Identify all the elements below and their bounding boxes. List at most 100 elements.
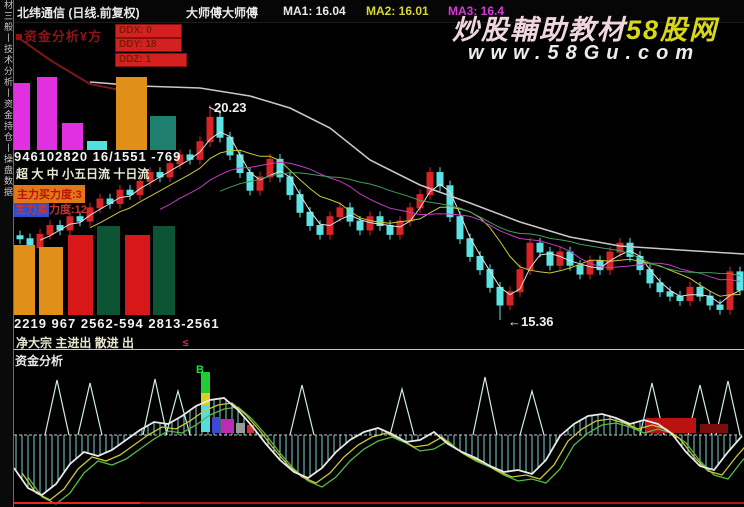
candle-body <box>216 116 224 138</box>
ddz-badge: DDZ: 1 <box>115 53 187 67</box>
candle-body <box>616 242 624 253</box>
signal-block <box>201 372 210 393</box>
candle-body <box>136 180 144 196</box>
fund-flow-values-row2: 2219 967 2562-594 2813-2561 <box>14 316 220 331</box>
candle-body <box>536 242 544 253</box>
sell-strength-highlight: 主力卖 <box>14 203 49 217</box>
indicator-name: 大师傅大师傅 <box>186 6 259 20</box>
ddy-badge: DDY: 18 <box>115 38 182 52</box>
fund-bar <box>125 235 150 315</box>
signal-triangle <box>715 380 741 436</box>
fund-bar <box>87 141 107 150</box>
candle-body <box>556 251 564 266</box>
fund-bar <box>39 247 63 315</box>
candle-body <box>76 216 84 222</box>
ma2-readout: MA2: 16.01 <box>366 4 429 18</box>
bottom-panel-title: 资金分析 <box>15 354 64 368</box>
fund-bar <box>10 245 35 315</box>
oscillator-green-line <box>27 406 744 505</box>
panel-title: ■资金分析¥方 <box>15 29 103 44</box>
signal-block <box>236 423 245 433</box>
fund-flow-labels-row2: 净大宗 主进出 散进 出 <box>16 336 135 350</box>
signal-triangle <box>389 386 415 436</box>
signal-block <box>221 419 234 433</box>
candle-body <box>176 154 184 165</box>
candle-body <box>666 291 674 297</box>
candle-body <box>626 242 634 257</box>
left-toolbar-labels: 材三般丨技术分析丨资金持仓丨操盘数据 <box>3 0 13 198</box>
candle-body <box>196 141 204 160</box>
candle-body <box>36 233 44 249</box>
candle-body <box>316 225 324 235</box>
signal-triangle <box>165 388 191 436</box>
signal-block <box>212 417 220 433</box>
ma-line-white <box>39 131 741 305</box>
fund-bar <box>11 83 30 150</box>
candlestick-chart <box>15 0 744 321</box>
fund-bar <box>62 123 83 150</box>
candle-body <box>286 176 294 196</box>
fund-bar <box>37 77 57 150</box>
candle-body <box>696 286 704 297</box>
candle-body <box>486 269 494 288</box>
candle-body <box>726 271 734 310</box>
candle-body <box>516 269 524 293</box>
candle-body <box>506 291 514 306</box>
watermark-site-name: 58股网 <box>626 15 719 45</box>
signal-block <box>700 424 728 433</box>
title-bar: 北纬通信 (日线.前复权) 大师傅大师傅 MA1: 16.04 MA2: 16.… <box>0 0 744 23</box>
left-vertical-toolbar[interactable]: 材三般丨技术分析丨资金持仓丨操盘数据 <box>0 0 14 507</box>
candle-body <box>46 225 54 235</box>
ddx-badge: DDX: 0 <box>115 24 182 38</box>
candle-body <box>16 235 24 240</box>
fund-bar <box>116 77 147 150</box>
buy-signal-marker: B <box>196 364 204 376</box>
candle-body <box>306 211 314 227</box>
signal-triangle <box>44 379 70 436</box>
ma-line-yellow <box>89 149 741 297</box>
candle-body <box>576 264 584 275</box>
main-buy-strength: 主力买力度:3 <box>14 185 85 203</box>
fund-bar <box>150 116 176 150</box>
candle-body <box>686 286 694 302</box>
signal-triangle <box>77 382 103 436</box>
sell-signal-marker: ≤ <box>183 338 189 349</box>
candle-body <box>546 251 554 266</box>
main-sell-strength: 主力卖力度:12 <box>14 201 87 217</box>
high-price-label: 20.23 <box>214 100 247 115</box>
candle-body <box>256 176 264 191</box>
signal-block <box>201 393 210 405</box>
candle-body <box>356 220 364 231</box>
candle-body <box>276 158 284 178</box>
candle-body <box>676 295 684 302</box>
fund-flow-labels-row1: 超 大 中 小五日流 十日流 <box>16 167 150 181</box>
candle-body <box>566 251 574 266</box>
candle-body <box>476 255 484 271</box>
candle-body <box>346 207 354 222</box>
candle-body <box>456 216 464 240</box>
high-label-pointer <box>208 106 222 114</box>
long-term-ma-line <box>89 81 744 255</box>
fund-panel-bars <box>10 77 176 315</box>
signal-block <box>247 425 254 433</box>
candle-body <box>166 163 174 178</box>
candle-body <box>186 154 194 160</box>
candle-body <box>206 116 214 143</box>
candle-body <box>386 225 394 235</box>
ma-line-magenta <box>159 161 741 282</box>
candle-body <box>656 282 664 293</box>
signal-triangle <box>639 382 665 436</box>
candle-body <box>236 154 244 174</box>
oscillator-chart <box>0 372 744 505</box>
ma-line-green <box>219 172 741 277</box>
dark-red-ma-line <box>15 35 131 93</box>
candle-body <box>446 185 454 218</box>
signal-triangle <box>519 388 545 436</box>
panel-divider <box>13 349 744 350</box>
ma3-readout: MA3: 16.4 <box>448 4 505 18</box>
watermark-url: www.58Gu.com <box>468 42 701 64</box>
oscillator-yellow-line <box>21 402 744 501</box>
candle-body <box>716 304 724 310</box>
